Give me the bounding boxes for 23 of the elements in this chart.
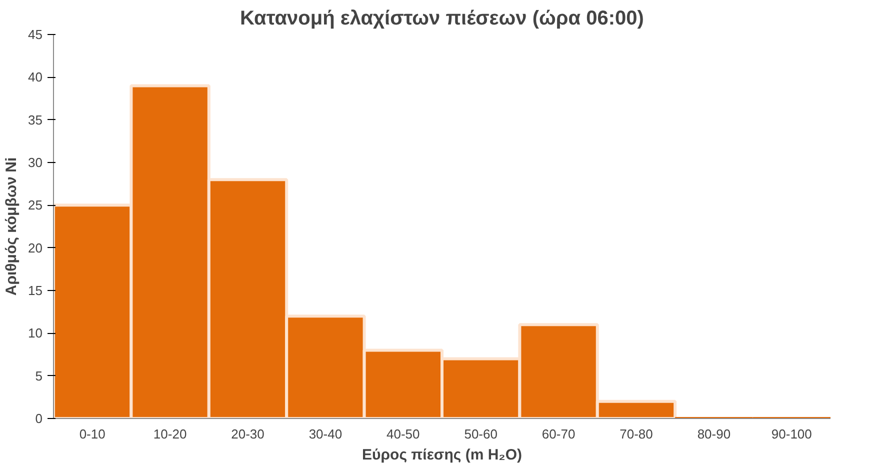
y-tick-label: 5 bbox=[35, 368, 43, 384]
y-tick-label: 0 bbox=[35, 411, 43, 426]
x-tick-label: 0-10 bbox=[79, 426, 106, 442]
x-tick-label: 80-90 bbox=[697, 426, 731, 442]
x-tick-label: 50-60 bbox=[464, 426, 498, 442]
y-tick-label: 40 bbox=[28, 70, 43, 85]
x-tick-label: 30-40 bbox=[308, 426, 342, 442]
y-tick-label: 10 bbox=[28, 326, 43, 341]
y-tick-label: 30 bbox=[28, 155, 43, 170]
y-tick-label: 35 bbox=[28, 112, 43, 128]
y-axis-title: Αριθμός κόμβων Ni bbox=[3, 157, 20, 296]
x-axis-title: Εύρος πίεσης (m H₂O) bbox=[362, 446, 522, 464]
x-tick-label: 10-20 bbox=[153, 426, 187, 442]
y-tick-label: 25 bbox=[28, 198, 43, 213]
x-tick-label: 70-80 bbox=[620, 426, 653, 442]
x-tick-label: 60-70 bbox=[542, 426, 576, 442]
x-tick-label: 90-100 bbox=[771, 426, 812, 442]
y-tick-label: 45 bbox=[28, 27, 43, 42]
y-tick-label: 20 bbox=[28, 240, 43, 256]
y-tick-label: 15 bbox=[28, 283, 43, 298]
x-tick-label: 20-30 bbox=[231, 426, 264, 442]
chart-title: Κατανομή ελαχίστων πιέσεων (ώρα 06:00) bbox=[240, 8, 644, 30]
x-tick-label: 40-50 bbox=[386, 426, 420, 442]
